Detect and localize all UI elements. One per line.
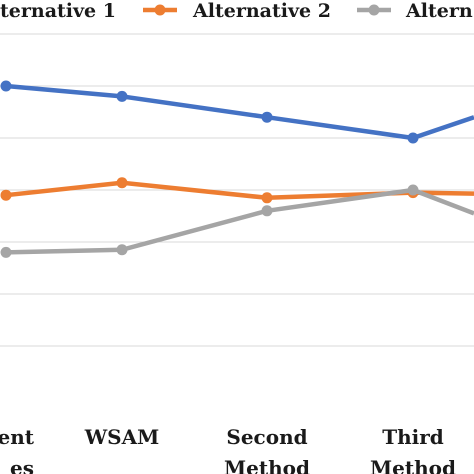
data-point bbox=[261, 111, 273, 123]
series-line bbox=[5, 187, 474, 255]
x-tick-label: Method bbox=[370, 456, 456, 474]
data-point bbox=[116, 90, 128, 102]
legend-item: Alternative 2 bbox=[143, 0, 331, 22]
data-point bbox=[407, 132, 419, 144]
x-axis-tick-labels: ent es WSAM Second Method Third Method bbox=[0, 425, 456, 474]
data-point bbox=[0, 189, 12, 201]
legend: ternative 1 Alternative 2 Altern bbox=[0, 0, 473, 22]
data-point bbox=[261, 205, 273, 217]
legend-item: ternative 1 bbox=[0, 0, 116, 22]
series-lines bbox=[0, 80, 474, 258]
x-tick-label: WSAM bbox=[84, 425, 160, 449]
legend-dot-marker bbox=[368, 4, 380, 16]
legend-label: ternative 1 bbox=[0, 0, 116, 22]
data-point bbox=[407, 184, 419, 196]
x-tick-label: Second bbox=[226, 425, 307, 449]
x-tick-label: Method bbox=[224, 456, 310, 474]
legend-dot-marker bbox=[154, 4, 166, 16]
legend-label: Altern bbox=[405, 0, 473, 22]
series-3 bbox=[0, 184, 474, 258]
series-1 bbox=[0, 80, 474, 144]
data-point bbox=[0, 80, 12, 92]
series-line bbox=[5, 83, 474, 141]
x-tick-label: ent bbox=[0, 425, 35, 449]
data-point bbox=[116, 177, 128, 189]
gridlines bbox=[0, 33, 474, 347]
legend-item: Altern bbox=[357, 0, 473, 22]
data-point bbox=[116, 244, 128, 256]
data-point bbox=[0, 246, 12, 258]
x-tick-label: es bbox=[10, 456, 34, 474]
legend-label: Alternative 2 bbox=[192, 0, 331, 22]
data-point bbox=[261, 192, 273, 204]
x-tick-label: Third bbox=[382, 425, 444, 449]
